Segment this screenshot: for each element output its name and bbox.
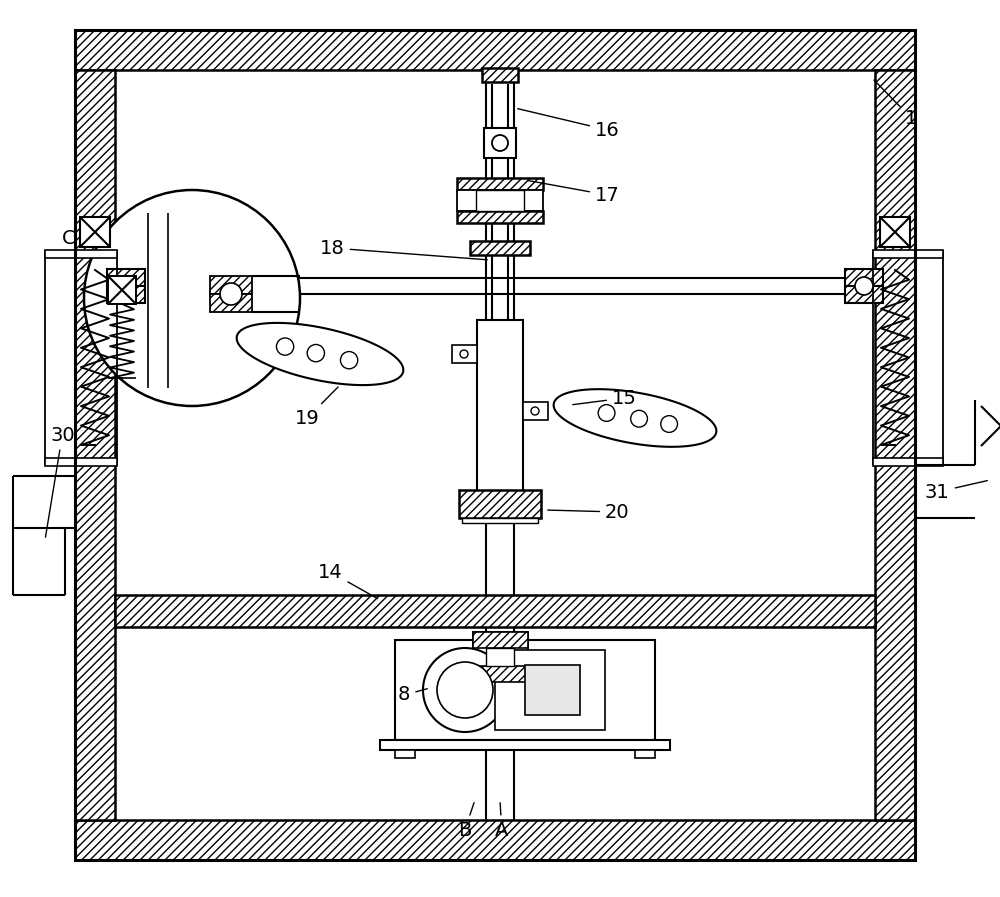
Text: 20: 20 (548, 502, 630, 521)
Bar (107, 286, 145, 303)
Text: 30: 30 (45, 425, 75, 537)
Bar (108, 276, 136, 304)
Bar (457, 211, 543, 223)
Bar (395, 750, 415, 758)
Bar (473, 666, 528, 682)
Bar (75, 70, 115, 820)
Circle shape (276, 338, 294, 355)
Text: 1: 1 (874, 80, 917, 127)
Bar (395, 640, 655, 740)
Bar (75, 30, 915, 70)
Bar (482, 68, 518, 82)
Bar (477, 320, 523, 510)
Circle shape (598, 405, 615, 422)
Text: A: A (495, 803, 508, 840)
Circle shape (117, 277, 135, 295)
Bar (115, 595, 875, 627)
Bar (210, 294, 252, 312)
Text: 8: 8 (398, 685, 427, 704)
Circle shape (340, 352, 358, 369)
Bar (484, 128, 516, 158)
Text: 31: 31 (925, 481, 987, 501)
Polygon shape (554, 389, 716, 447)
Circle shape (531, 407, 539, 415)
Circle shape (84, 190, 300, 406)
Bar (457, 178, 543, 190)
Bar (845, 269, 883, 286)
Bar (115, 70, 875, 820)
Bar (873, 250, 943, 258)
Circle shape (631, 410, 647, 427)
Circle shape (460, 350, 468, 358)
Bar (875, 70, 915, 820)
Text: 14: 14 (318, 562, 378, 598)
Text: 16: 16 (518, 109, 620, 140)
Circle shape (220, 283, 242, 305)
Bar (80, 217, 110, 247)
Bar (459, 490, 541, 518)
Text: 18: 18 (320, 239, 487, 260)
Bar (473, 632, 528, 682)
Bar (486, 648, 514, 666)
Circle shape (423, 648, 507, 732)
Text: 19: 19 (295, 387, 338, 428)
Bar (470, 241, 530, 255)
Text: 15: 15 (573, 388, 637, 407)
Circle shape (661, 415, 678, 432)
Bar (107, 269, 145, 286)
Circle shape (855, 277, 873, 295)
Polygon shape (237, 323, 403, 385)
Bar (476, 190, 524, 211)
Bar (75, 820, 915, 860)
Bar (523, 402, 548, 420)
Bar (495, 650, 605, 730)
Bar (45, 458, 117, 466)
Bar (845, 286, 883, 303)
Text: B: B (458, 803, 474, 840)
Bar (473, 632, 528, 648)
Bar (880, 217, 910, 247)
Bar (452, 345, 477, 363)
Bar (75, 30, 915, 860)
Bar (635, 750, 655, 758)
Circle shape (437, 662, 493, 718)
Circle shape (307, 344, 324, 361)
Text: C: C (62, 229, 76, 248)
Text: 17: 17 (528, 180, 620, 205)
Bar (457, 190, 543, 211)
Bar (210, 276, 252, 294)
Bar (45, 250, 117, 258)
Bar (873, 458, 943, 466)
Bar (525, 665, 580, 715)
Bar (462, 518, 538, 523)
Circle shape (492, 135, 508, 151)
Bar (380, 740, 670, 750)
